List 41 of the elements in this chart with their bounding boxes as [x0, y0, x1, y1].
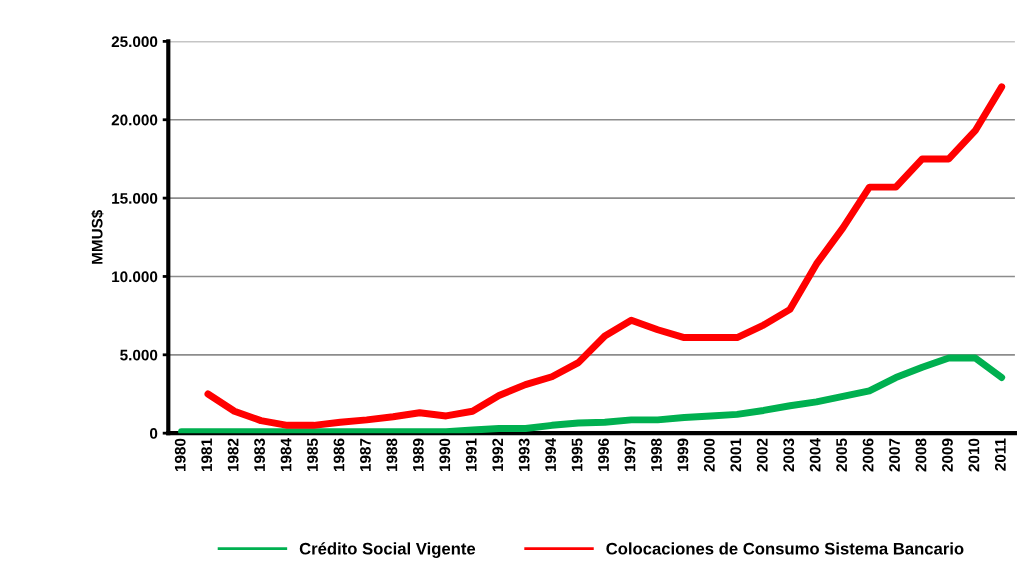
x-tick-label: 1998	[651, 438, 662, 472]
x-tick-label: 1992	[492, 438, 504, 472]
x-tick-label: 2002	[756, 438, 768, 472]
x-tick-label: 2001	[730, 438, 742, 472]
x-tick-label: 1993	[518, 438, 530, 472]
x-tick-label: 1989	[412, 438, 424, 472]
x-tick-label: 2010	[968, 438, 980, 472]
x-tick-label: 2009	[942, 438, 953, 472]
y-tick-label: 0	[149, 428, 158, 439]
y-tick-label: 25.000	[111, 36, 158, 48]
x-tick-label: 1983	[254, 438, 266, 472]
x-tick-label: 1991	[465, 438, 477, 472]
x-tick-label: 1990	[439, 438, 451, 472]
x-tick-label: 2000	[703, 438, 715, 472]
x-tick-label: 2008	[915, 438, 927, 472]
y-tick-label: 5.000	[120, 349, 158, 361]
x-tick-label: 1995	[571, 438, 583, 472]
x-tick-label: 1984	[280, 438, 292, 472]
y-tick-label: 15.000	[112, 192, 158, 204]
x-tick-label: 1986	[333, 438, 345, 472]
x-tick-label: 1996	[598, 438, 609, 472]
x-tick-label: 2006	[862, 438, 874, 472]
y-axis-title: MMUS$	[91, 209, 104, 264]
x-tick-label: 1981	[201, 438, 213, 472]
y-tick-label: 10.000	[112, 271, 158, 283]
x-tick-label: 2004	[809, 438, 821, 472]
x-tick-label: 1982	[227, 438, 239, 472]
x-tick-label: 1994	[545, 438, 557, 472]
x-tick-label: 2011	[994, 438, 1006, 471]
y-tick-label: 20.000	[111, 114, 158, 126]
legend-label: Colocaciones de Consumo Sistema Bancario	[606, 542, 964, 555]
x-tick-label: 2005	[836, 438, 848, 472]
x-tick-label: 1985	[307, 438, 318, 472]
x-tick-label: 1999	[677, 438, 689, 472]
x-tick-label: 1997	[624, 438, 636, 472]
x-tick-label: 1987	[360, 438, 371, 472]
x-tick-label: 2003	[783, 438, 795, 472]
legend-label: Crédito Social Vigente	[299, 542, 476, 558]
x-tick-label: 2007	[889, 438, 900, 472]
x-tick-label: 1988	[386, 438, 398, 472]
x-tick-label: 1980	[174, 438, 186, 472]
